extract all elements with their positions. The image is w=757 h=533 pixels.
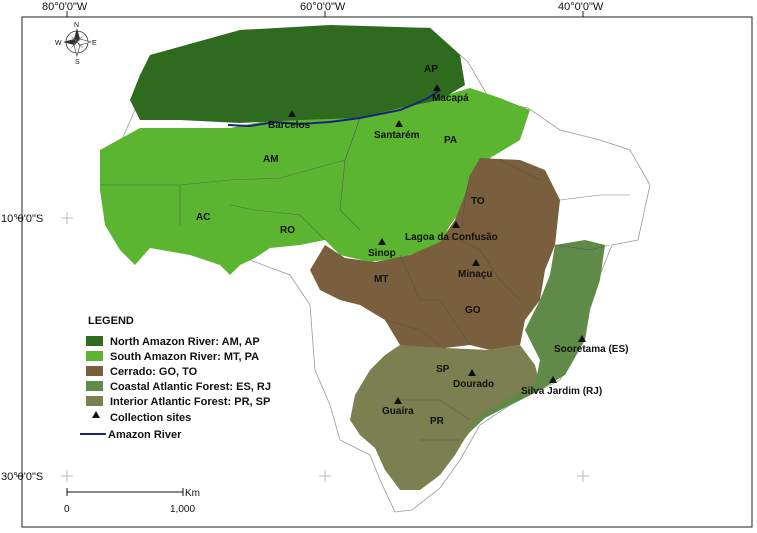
map-neatline — [21, 16, 753, 528]
site-label-barcelos: Barcelos — [268, 120, 311, 131]
legend-label-amazon-river: Amazon River — [108, 429, 182, 441]
site-label-silva-jardim: Silva Jardim (RJ) — [521, 386, 602, 397]
site-marker-minacu — [472, 259, 480, 266]
site-marker-dourado — [468, 369, 476, 376]
scale-bar: Km 0 1,000 — [64, 488, 200, 515]
lat-label-10s: 10°0'0"S — [1, 213, 43, 225]
site-label-guaira: Guaíra — [382, 406, 414, 417]
site-label-minacu: Minaçu — [458, 269, 492, 280]
legend: LEGEND North Amazon River: AM, AP South … — [80, 315, 271, 441]
state-boundaries — [100, 117, 630, 441]
compass-n: N — [74, 22, 79, 29]
legend-title: LEGEND — [88, 315, 134, 327]
site-label-macapa: Macapá — [432, 93, 469, 104]
state-label-pa: PA — [444, 135, 457, 146]
state-label-pr: PR — [430, 416, 445, 427]
region-interior-atlantic — [350, 345, 540, 490]
state-label-ac: AC — [196, 212, 210, 223]
region-cerrado — [310, 158, 560, 350]
legend-label-south-amazon: South Amazon River: MT, PA — [110, 351, 259, 363]
state-label-to: TO — [471, 196, 485, 207]
legend-swatch-cerrado — [86, 366, 103, 376]
scale-unit: Km — [185, 488, 200, 499]
site-label-sinop: Sinop — [368, 248, 396, 259]
site-label-lagoa: Lagoa da Confusão — [405, 232, 498, 243]
legend-label-north-amazon: North Amazon River: AM, AP — [110, 336, 260, 348]
lon-label-60w: 60°0'0"W — [300, 1, 346, 13]
legend-swatch-north-amazon — [86, 336, 103, 346]
region-north-amazon — [130, 25, 465, 123]
legend-swatch-south-amazon — [86, 351, 103, 361]
state-label-mt: MT — [374, 274, 388, 285]
lon-label-40w: 40°0'0"W — [558, 1, 604, 13]
state-label-go: GO — [465, 305, 481, 316]
state-label-am: AM — [263, 154, 279, 165]
scale-start: 0 — [64, 504, 70, 515]
legend-site-marker-icon — [92, 411, 100, 418]
graticule-ticks — [16, 11, 584, 477]
site-marker-santarem — [395, 120, 403, 127]
compass-w: W — [55, 40, 62, 47]
site-marker-macapa — [433, 84, 441, 91]
compass-rose-icon: N S E W — [55, 22, 97, 66]
state-label-ap: AP — [424, 64, 438, 75]
compass-e: E — [92, 40, 97, 47]
lat-label-30s: 30°0'0"S — [1, 471, 43, 483]
site-marker-lagoa — [452, 221, 460, 228]
region-south-amazon — [100, 88, 530, 275]
lon-label-80w: 80°0'0"W — [42, 1, 88, 13]
site-marker-silva-jardim — [549, 376, 557, 383]
site-marker-barcelos — [288, 110, 296, 117]
region-coastal-atlantic — [460, 240, 605, 445]
state-label-sp: SP — [436, 364, 450, 375]
compass-s: S — [75, 59, 80, 66]
site-marker-sinop — [378, 238, 386, 245]
scale-end: 1,000 — [170, 504, 195, 515]
collection-sites — [288, 84, 586, 404]
site-label-sooretama: Sooretama (ES) — [554, 344, 628, 355]
amazon-river — [227, 89, 441, 128]
site-marker-guaira — [394, 397, 402, 404]
legend-label-coastal-atlantic: Coastal Atlantic Forest: ES, RJ — [110, 381, 271, 393]
legend-swatch-coastal-atlantic — [86, 381, 103, 391]
site-marker-sooretama — [578, 335, 586, 342]
legend-label-collection-sites: Collection sites — [110, 412, 191, 424]
site-label-dourado: Dourado — [453, 379, 494, 390]
state-label-ro: RO — [280, 225, 295, 236]
legend-swatch-interior-atlantic — [86, 396, 103, 406]
legend-label-cerrado: Cerrado: GO, TO — [110, 366, 198, 378]
legend-label-interior-atlantic: Interior Atlantic Forest: PR, SP — [110, 396, 270, 408]
site-label-santarem: Santarém — [374, 130, 420, 141]
